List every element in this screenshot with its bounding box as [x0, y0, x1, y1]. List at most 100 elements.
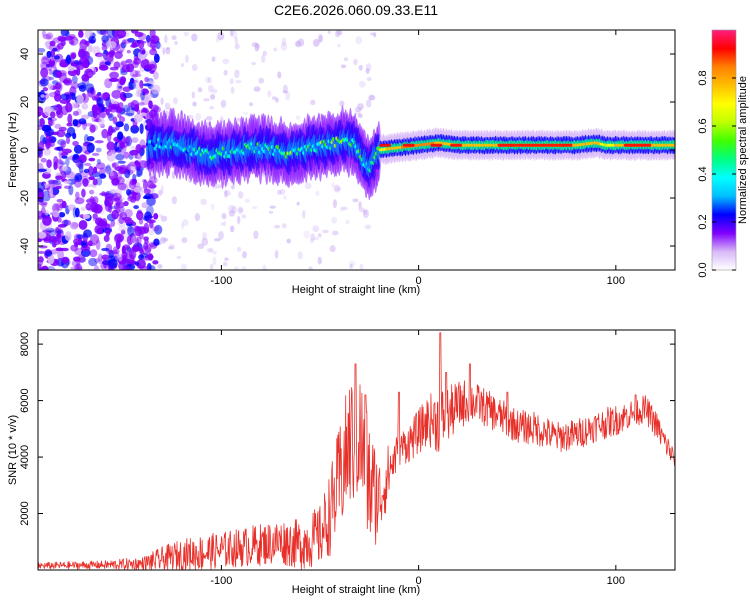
heatmap-cell	[145, 34, 151, 43]
heatmap-cell	[212, 251, 217, 255]
heatmap-cell	[129, 70, 139, 78]
heatmap-cell	[379, 143, 392, 147]
heatmap-cell	[148, 265, 156, 270]
heatmap-cell	[101, 247, 110, 252]
heatmap-cell	[238, 191, 244, 199]
heatmap-cell	[253, 86, 261, 92]
heatmap-cell	[113, 234, 121, 245]
heatmap-cell	[102, 257, 109, 269]
spectrogram-xlabel: Height of straight line (km)	[292, 284, 420, 296]
heatmap-cell	[332, 199, 338, 209]
heatmap-cell	[358, 201, 362, 209]
colorbar-frame	[711, 29, 737, 271]
heatmap-cell	[281, 223, 287, 229]
heatmap-cell	[59, 93, 70, 101]
heatmap-cell	[47, 83, 54, 91]
heatmap-cell	[89, 249, 98, 258]
heatmap-cell	[171, 196, 177, 205]
heatmap-cell	[77, 254, 86, 263]
heatmap-cell	[304, 182, 312, 190]
heatmap-cell	[303, 230, 310, 239]
heatmap-cell	[96, 97, 104, 107]
heatmap-cell	[273, 47, 278, 52]
heatmap-cell	[329, 245, 336, 253]
heatmap-cell	[201, 237, 209, 246]
heatmap-cell	[126, 189, 132, 196]
heatmap-cell	[101, 254, 110, 260]
heatmap-cell	[131, 178, 137, 186]
heatmap-cell	[113, 248, 120, 255]
heatmap-cell	[94, 217, 104, 226]
heatmap-cell	[93, 264, 100, 270]
heatmap-cell	[78, 118, 87, 125]
heatmap-cell	[309, 238, 315, 244]
heatmap-cell	[81, 114, 90, 120]
heatmap-cell	[60, 30, 70, 37]
heatmap-cell	[209, 93, 216, 100]
heatmap-cell	[313, 237, 319, 241]
heatmap-cell	[59, 203, 64, 209]
heatmap-cell	[131, 41, 137, 48]
heatmap-cell	[38, 47, 46, 53]
heatmap-cell	[93, 107, 102, 116]
heatmap-cell	[142, 179, 148, 191]
heatmap-cell	[339, 100, 345, 107]
heatmap-cell	[74, 207, 80, 218]
heatmap-cell	[59, 61, 69, 68]
heatmap-cell	[224, 190, 232, 197]
heatmap-cell	[144, 211, 152, 222]
heatmap-cell	[127, 37, 135, 43]
heatmap-cell	[119, 78, 126, 86]
heatmap-cell	[58, 148, 64, 159]
heatmap-cell	[140, 58, 150, 70]
heatmap-cell	[99, 30, 108, 36]
heatmap-cell	[358, 64, 363, 71]
heatmap-cell	[130, 79, 138, 84]
heatmap-cell	[52, 203, 60, 214]
heatmap-cell	[98, 64, 109, 71]
heatmap-cell	[137, 225, 146, 235]
heatmap-cell	[269, 205, 276, 209]
heatmap-cell	[48, 179, 59, 184]
heatmap-cell	[144, 76, 149, 83]
heatmap-cell	[48, 76, 55, 81]
heatmap-cell	[133, 205, 139, 210]
heatmap-cell	[117, 225, 128, 232]
heatmap-cell	[117, 131, 124, 141]
heatmap-cell	[241, 214, 247, 219]
heatmap-cell	[109, 71, 119, 79]
heatmap-cell	[111, 89, 122, 99]
heatmap-cell	[254, 43, 260, 52]
heatmap-cell	[135, 70, 141, 75]
heatmap-cell	[38, 140, 45, 150]
heatmap-cell	[208, 76, 212, 84]
heatmap-cell	[117, 164, 127, 175]
heatmap-cell	[86, 136, 95, 142]
heatmap-cell	[139, 248, 144, 254]
heatmap-cell	[207, 84, 214, 93]
heatmap-cell	[72, 207, 77, 218]
heatmap-cell	[252, 206, 258, 210]
heatmap-cell	[164, 102, 171, 110]
heatmap-cell	[230, 86, 235, 94]
heatmap-cell	[113, 61, 121, 69]
heatmap-cell	[234, 69, 240, 79]
heatmap-cell	[297, 38, 305, 47]
snr-ylabel: SNR (10 * v/v)	[7, 415, 19, 485]
heatmap-cell	[104, 61, 111, 66]
heatmap-cell	[68, 184, 74, 196]
heatmap-cell	[242, 251, 247, 259]
heatmap-cell	[138, 39, 145, 49]
heatmap-cell	[94, 52, 104, 58]
heatmap-cell	[141, 144, 147, 149]
heatmap-cell	[135, 87, 143, 95]
colorbar: 0.0 0.2 0.4 0.6 0.8 Normalized spectral ampl…	[697, 29, 749, 278]
heatmap-cell	[142, 195, 151, 200]
heatmap-cell	[402, 143, 415, 147]
heatmap-cell	[215, 184, 223, 189]
heatmap-cell	[38, 106, 44, 117]
heatmap-cell	[123, 123, 130, 132]
heatmap-cell	[64, 171, 75, 179]
